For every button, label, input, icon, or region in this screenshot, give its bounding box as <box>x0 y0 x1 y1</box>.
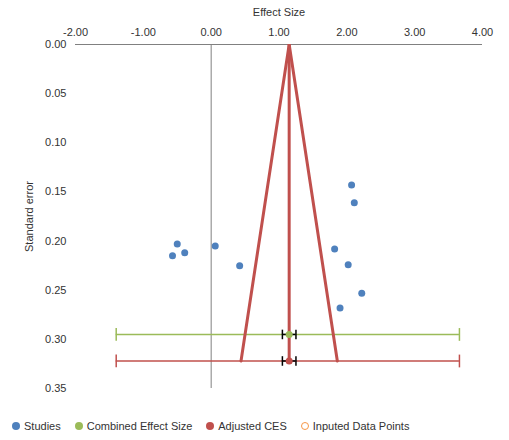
svg-text:4.00: 4.00 <box>472 26 493 38</box>
svg-text:0.00: 0.00 <box>45 38 66 50</box>
html-text:Combined Effect Size: Combined Effect Size <box>86 420 193 432</box>
svg-text:1.00: 1.00 <box>268 26 289 38</box>
svg-text:0.35: 0.35 <box>45 382 66 394</box>
svg-text:0.00: 0.00 <box>200 26 221 38</box>
svg-text:0.20: 0.20 <box>45 235 66 247</box>
svg-text:-1.00: -1.00 <box>131 26 156 38</box>
html-text:Studies: Studies <box>24 420 61 432</box>
svg-text:Standard error: Standard error <box>23 181 35 252</box>
svg-text:2.00: 2.00 <box>336 26 357 38</box>
svg-text:0.25: 0.25 <box>45 284 66 296</box>
html-text:Adjusted CES: Adjusted CES <box>218 420 287 432</box>
svg-text:Effect Size: Effect Size <box>253 6 305 18</box>
html-text:Inputed Data Points: Inputed Data Points <box>312 420 410 432</box>
svg-text:-2.00: -2.00 <box>63 26 88 38</box>
svg-text:0.15: 0.15 <box>45 185 66 197</box>
svg-text:0.10: 0.10 <box>45 136 66 148</box>
svg-text:0.05: 0.05 <box>45 87 66 99</box>
svg-text:3.00: 3.00 <box>404 26 425 38</box>
svg-text:0.30: 0.30 <box>45 333 66 345</box>
